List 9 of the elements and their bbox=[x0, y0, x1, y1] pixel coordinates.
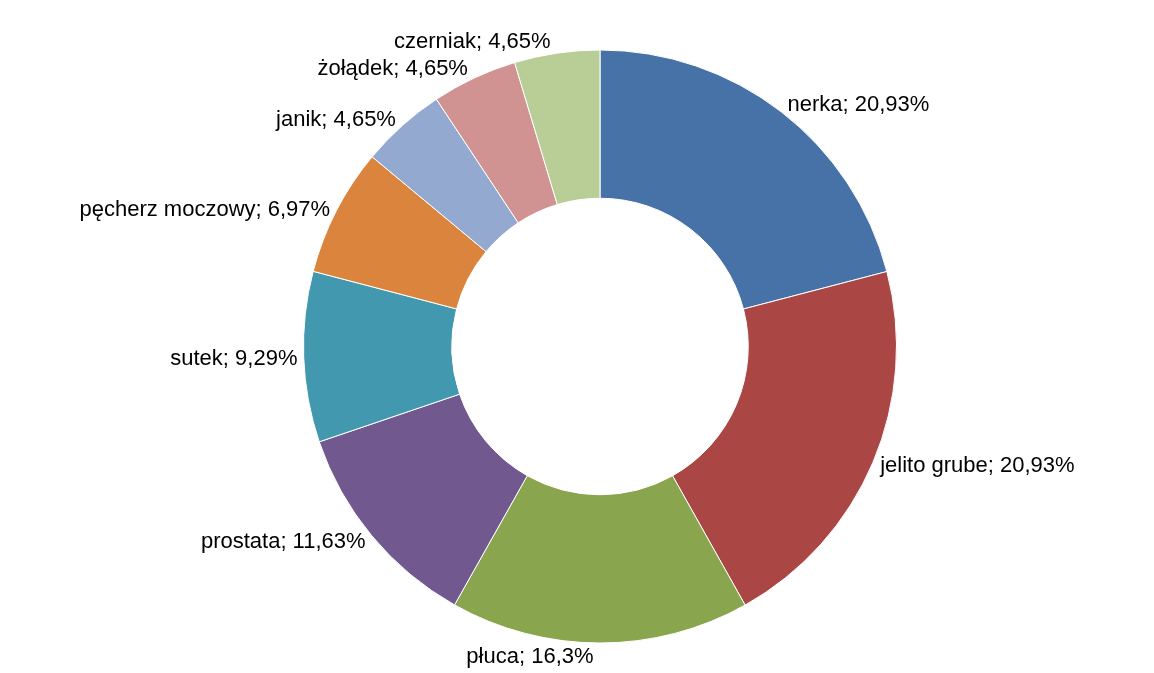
slice-label: janik; 4,65% bbox=[275, 106, 396, 132]
slice-label: płuca; 16,3% bbox=[466, 643, 594, 668]
slice-label: czerniak; 4,65% bbox=[394, 28, 551, 54]
slice-label: prostata; 11,63% bbox=[200, 528, 366, 554]
slice-label: jelito grube; 20,93% bbox=[879, 451, 1075, 477]
slice-label: pęcherz moczowy; 6,97% bbox=[79, 195, 331, 221]
slice-label: żołądek; 4,65% bbox=[317, 55, 468, 81]
slice-label: sutek; 9,29% bbox=[170, 344, 298, 370]
slice-label: nerka; 20,93% bbox=[787, 91, 930, 117]
